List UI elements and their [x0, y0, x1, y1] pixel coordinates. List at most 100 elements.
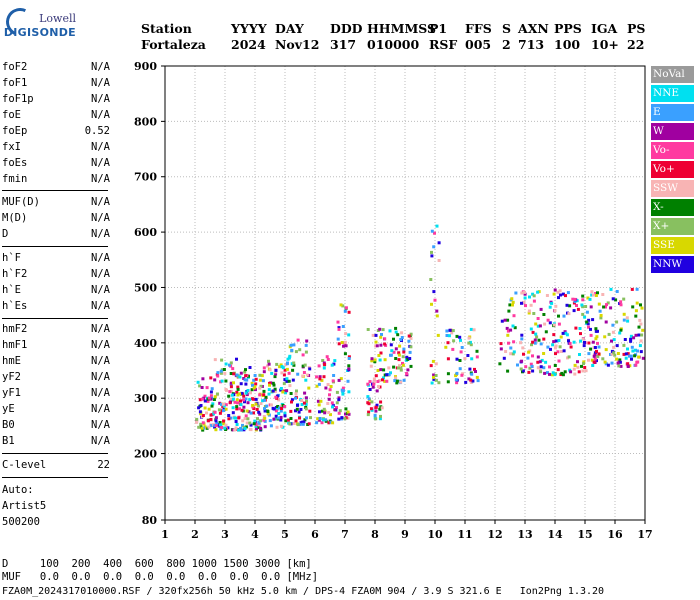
x-tick-label: 5: [281, 528, 289, 541]
echo-point: [367, 397, 371, 401]
echo-point: [199, 422, 203, 426]
echo-point: [436, 333, 440, 337]
echo-point: [268, 381, 271, 385]
echo-point: [281, 366, 285, 370]
param-row: yF1 N/A: [2, 387, 110, 403]
echo-point: [591, 364, 595, 367]
echo-point: [247, 374, 250, 378]
param-value: N/A: [91, 284, 110, 296]
param-row: h`F2 N/A: [2, 268, 110, 284]
legend-item-sse: SSE: [651, 237, 694, 254]
echo-point: [326, 383, 330, 386]
echo-point: [302, 420, 306, 424]
echo-point: [283, 414, 287, 418]
logo-bottom-text: DIGISONDE: [3, 26, 76, 39]
echo-point: [283, 368, 287, 372]
echo-point: [214, 416, 218, 420]
echo-point: [232, 381, 235, 385]
echo-point: [219, 369, 223, 373]
echo-point: [476, 379, 480, 383]
echo-point: [371, 385, 375, 389]
echo-point: [232, 372, 236, 376]
echo-point: [262, 393, 266, 397]
echo-point: [279, 388, 283, 392]
echo-point: [455, 371, 459, 375]
echo-point: [290, 398, 294, 402]
echo-point: [262, 418, 266, 422]
echo-point: [381, 328, 385, 332]
echo-point: [320, 378, 324, 382]
echo-point: [342, 344, 345, 348]
param-name: foF1p: [2, 93, 34, 105]
echo-point: [337, 378, 341, 382]
echo-point: [430, 254, 434, 258]
echo-point: [634, 333, 638, 337]
echo-point: [579, 339, 583, 343]
echo-point: [230, 393, 234, 397]
echo-point: [614, 298, 618, 302]
echo-point: [432, 377, 436, 381]
echo-point: [524, 365, 528, 369]
echo-point: [317, 418, 321, 422]
echo-point: [229, 398, 233, 401]
echo-point: [316, 417, 320, 421]
echo-point: [509, 352, 513, 356]
echo-point: [326, 358, 330, 361]
echo-point: [554, 304, 558, 308]
param-value: N/A: [91, 300, 110, 312]
echo-point: [241, 423, 244, 427]
echo-point: [346, 410, 350, 414]
echo-point: [596, 355, 600, 359]
param-value: N/A: [91, 212, 110, 224]
echo-point: [374, 405, 378, 409]
echo-point: [469, 327, 473, 331]
echo-point: [598, 309, 602, 313]
echo-point: [529, 327, 533, 331]
echo-point: [331, 405, 334, 409]
y-tick-label: 700: [134, 171, 157, 184]
echo-point: [367, 410, 371, 414]
echo-point: [568, 368, 572, 372]
x-tick-label: 16: [607, 528, 623, 541]
echo-point: [284, 419, 288, 423]
echo-point: [264, 395, 268, 399]
y-tick-label: 600: [134, 226, 157, 239]
echo-point: [511, 303, 514, 307]
echo-point: [220, 402, 223, 406]
echo-point: [206, 399, 210, 403]
echo-point: [236, 375, 240, 379]
echo-point: [468, 367, 472, 371]
echo-point: [197, 425, 201, 429]
echo-point: [459, 350, 463, 354]
echo-point: [507, 341, 510, 345]
echo-point: [256, 404, 260, 408]
echo-point: [543, 371, 547, 375]
echo-point: [294, 396, 297, 400]
param-value: 0.52: [84, 125, 110, 137]
echo-point: [559, 293, 562, 297]
echo-point: [590, 293, 594, 297]
echo-point: [207, 396, 211, 400]
legend-item-w: W: [651, 123, 694, 140]
echo-point: [283, 411, 287, 415]
param-name: h`F: [2, 252, 21, 264]
echo-point: [286, 418, 290, 422]
echo-point: [406, 368, 410, 372]
echo-point: [587, 358, 590, 362]
echo-point: [209, 394, 213, 398]
echo-point: [546, 371, 549, 375]
echo-point: [347, 364, 351, 368]
echo-point: [461, 372, 465, 376]
echo-point: [216, 374, 220, 378]
echo-point: [273, 389, 277, 393]
echo-point: [578, 353, 581, 356]
echo-point: [279, 415, 283, 419]
echo-point: [542, 366, 546, 370]
echo-point: [203, 406, 207, 410]
echo-point: [233, 416, 237, 420]
echo-point: [379, 368, 383, 372]
echo-point: [437, 259, 441, 262]
echo-point: [346, 416, 350, 420]
echo-point: [612, 345, 616, 349]
echo-point: [244, 368, 247, 372]
